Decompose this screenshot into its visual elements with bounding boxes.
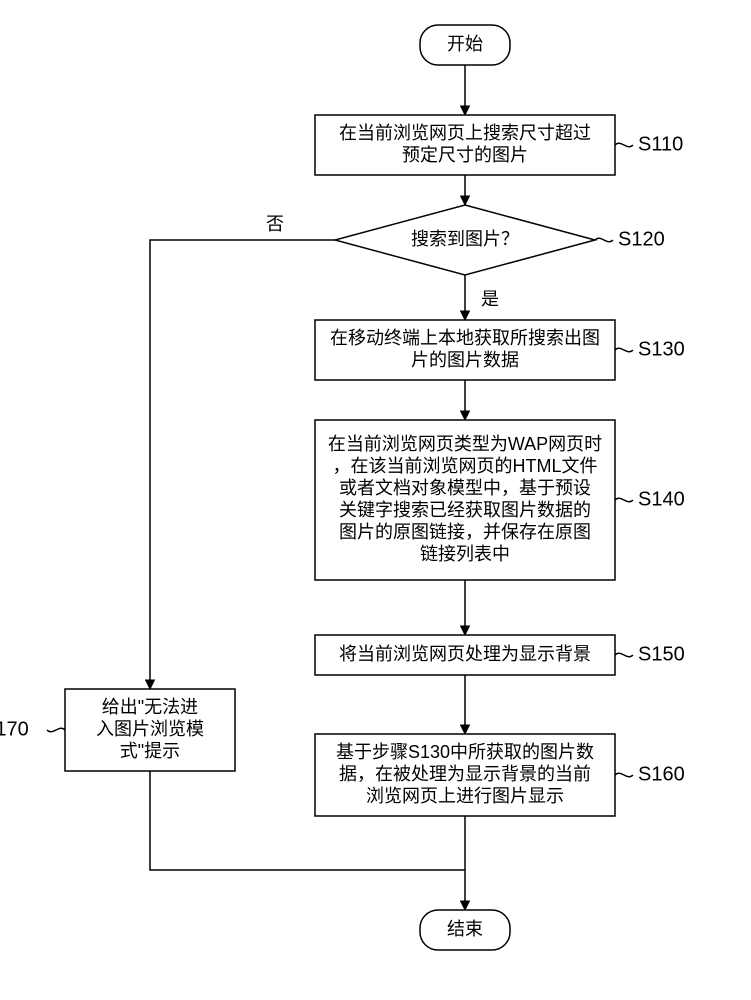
step-label: S160 <box>638 763 685 785</box>
edge <box>150 240 335 689</box>
node-s140: 在当前浏览网页类型为WAP网页时，在该当前浏览网页的HTML文件或者文档对象模型… <box>315 420 615 580</box>
label-connector <box>615 498 633 501</box>
label-connector <box>615 653 633 656</box>
node-s130: 在移动终端上本地获取所搜索出图片的图片数据 <box>315 320 615 380</box>
node-text: 片的图片数据 <box>411 350 519 370</box>
node-s170: 给出"无法进入图片浏览模式"提示 <box>65 689 235 771</box>
node-end: 结束 <box>420 910 510 950</box>
edge-label: 是 <box>481 289 499 309</box>
node-text: 入图片浏览模 <box>96 719 204 739</box>
flowchart: 是 否 S110 S120 S130 S140 S150 S160 S170 开始在当前浏览网页上… <box>0 0 751 1000</box>
node-text: 图片的原图链接，并保存在原图 <box>339 522 591 542</box>
node-text: 在当前浏览网页上搜索尺寸超过 <box>339 123 591 143</box>
node-s110: 在当前浏览网页上搜索尺寸超过预定尺寸的图片 <box>315 115 615 175</box>
node-text: 在移动终端上本地获取所搜索出图 <box>330 328 600 348</box>
node-text: 开始 <box>447 34 483 54</box>
node-start: 开始 <box>420 25 510 65</box>
step-label: S130 <box>638 338 685 360</box>
label-connector <box>615 773 633 776</box>
node-text: 链接列表中 <box>420 544 510 564</box>
node-s150: 将当前浏览网页处理为显示背景 <box>315 635 615 675</box>
node-text: 关键字搜索已经获取图片数据的 <box>339 500 591 520</box>
node-text: 给出"无法进 <box>102 697 198 717</box>
node-text: 预定尺寸的图片 <box>402 145 528 165</box>
edge-label: 否 <box>266 214 284 234</box>
node-text: 基于步骤S130中所获取的图片数 <box>336 742 594 762</box>
node-text: 将当前浏览网页处理为显示背景 <box>339 644 591 664</box>
node-text: ，在该当前浏览网页的HTML文件 <box>333 456 598 476</box>
step-label: S170 <box>0 718 29 740</box>
node-text: 结束 <box>447 919 483 939</box>
label-connector <box>615 348 633 351</box>
node-text: 在当前浏览网页类型为WAP网页时 <box>328 434 602 454</box>
node-text: 或者文档对象模型中，基于预设 <box>339 478 591 498</box>
label-connector <box>47 728 65 731</box>
step-label: S150 <box>638 643 685 665</box>
node-s160: 基于步骤S130中所获取的图片数据，在被处理为显示背景的当前浏览网页上进行图片显… <box>315 734 615 816</box>
node-text: 据，在被处理为显示背景的当前 <box>339 764 591 784</box>
node-s120: 搜索到图片？ <box>335 205 595 275</box>
step-label: S110 <box>638 133 683 155</box>
step-label: S140 <box>638 488 685 510</box>
node-text: 搜索到图片？ <box>411 229 519 249</box>
label-connector <box>615 143 633 146</box>
node-text: 式"提示 <box>120 741 180 761</box>
step-label: S120 <box>618 228 665 250</box>
node-text: 浏览网页上进行图片显示 <box>366 786 564 806</box>
